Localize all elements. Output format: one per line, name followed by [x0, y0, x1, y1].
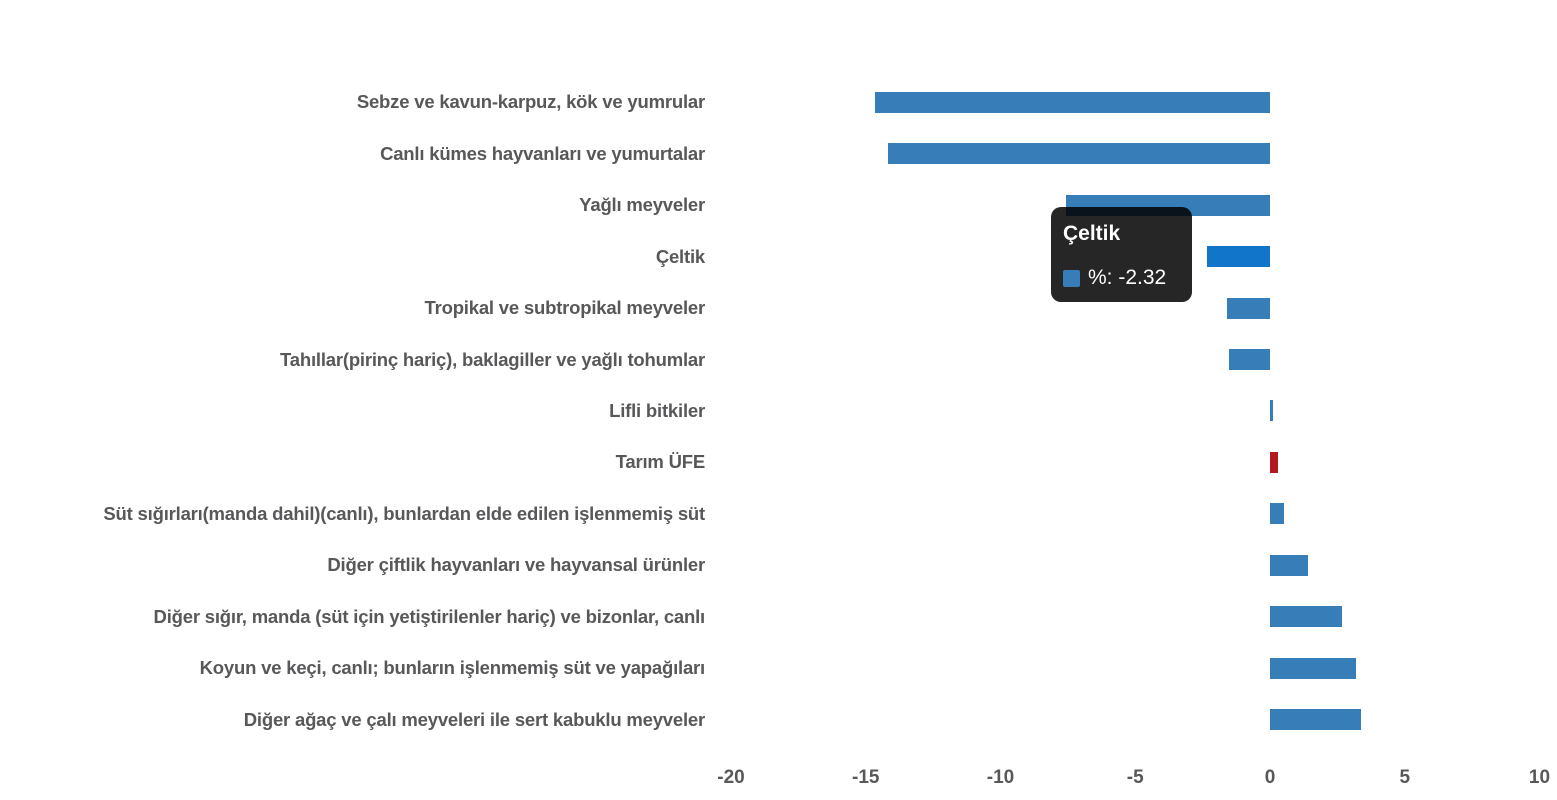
x-axis-tick-label: -15	[852, 767, 880, 788]
category-label: Diğer ağaç ve çalı meyveleri ile sert ka…	[243, 708, 705, 730]
series-swatch-icon	[1063, 269, 1080, 287]
bar[interactable]	[1229, 349, 1270, 370]
x-axis-tick-label: 10	[1528, 767, 1551, 788]
tooltip-value-row: %: -2.32	[1063, 265, 1180, 291]
tooltip-value: %: -2.32	[1088, 266, 1167, 289]
x-axis-tick-label: -5	[1126, 767, 1144, 788]
category-label: Çeltik	[655, 245, 705, 267]
category-label: Lifli bitkiler	[609, 399, 705, 421]
category-label: Sebze ve kavun-karpuz, kök ve yumrular	[356, 91, 705, 113]
tooltip-title: Çeltik	[1063, 222, 1121, 245]
bar[interactable]	[1270, 451, 1279, 473]
bar[interactable]	[1270, 606, 1342, 628]
category-label: Süt sığırları(manda dahil)(canlı), bunla…	[103, 502, 705, 524]
category-label: Tropikal ve subtropikal meyveler	[424, 297, 706, 319]
bar[interactable]	[1270, 400, 1274, 422]
bar[interactable]	[888, 143, 1270, 165]
category-label: Koyun ve keçi, canlı; bunların işlenmemi…	[199, 657, 706, 679]
x-axis-tick-label: -20	[717, 767, 745, 788]
tooltip: Çeltik %: -2.32	[1051, 207, 1192, 302]
category-label: Tarım ÜFE	[615, 451, 706, 473]
category-label: Yağlı meyveler	[579, 194, 705, 216]
bar[interactable]	[875, 91, 1270, 113]
bar[interactable]	[1227, 297, 1270, 319]
category-label: Diğer çiftlik hayvanları ve hayvansal ür…	[327, 554, 705, 576]
x-axis-tick-label: 0	[1264, 767, 1276, 788]
category-label: Diğer sığır, manda (süt için yetiştirile…	[153, 605, 706, 627]
x-axis-tick-label: 5	[1399, 767, 1411, 788]
bar[interactable]	[1270, 709, 1361, 731]
bar[interactable]	[1270, 554, 1308, 576]
category-label: Canlı kümes hayvanları ve yumurtalar	[380, 142, 705, 164]
bar[interactable]	[1270, 503, 1284, 525]
bar[interactable]	[1270, 657, 1356, 679]
bar[interactable]	[1207, 246, 1270, 268]
x-axis-tick-label: -10	[986, 767, 1015, 788]
category-label: Tahıllar(pirinç hariç), baklagiller ve y…	[280, 348, 705, 370]
